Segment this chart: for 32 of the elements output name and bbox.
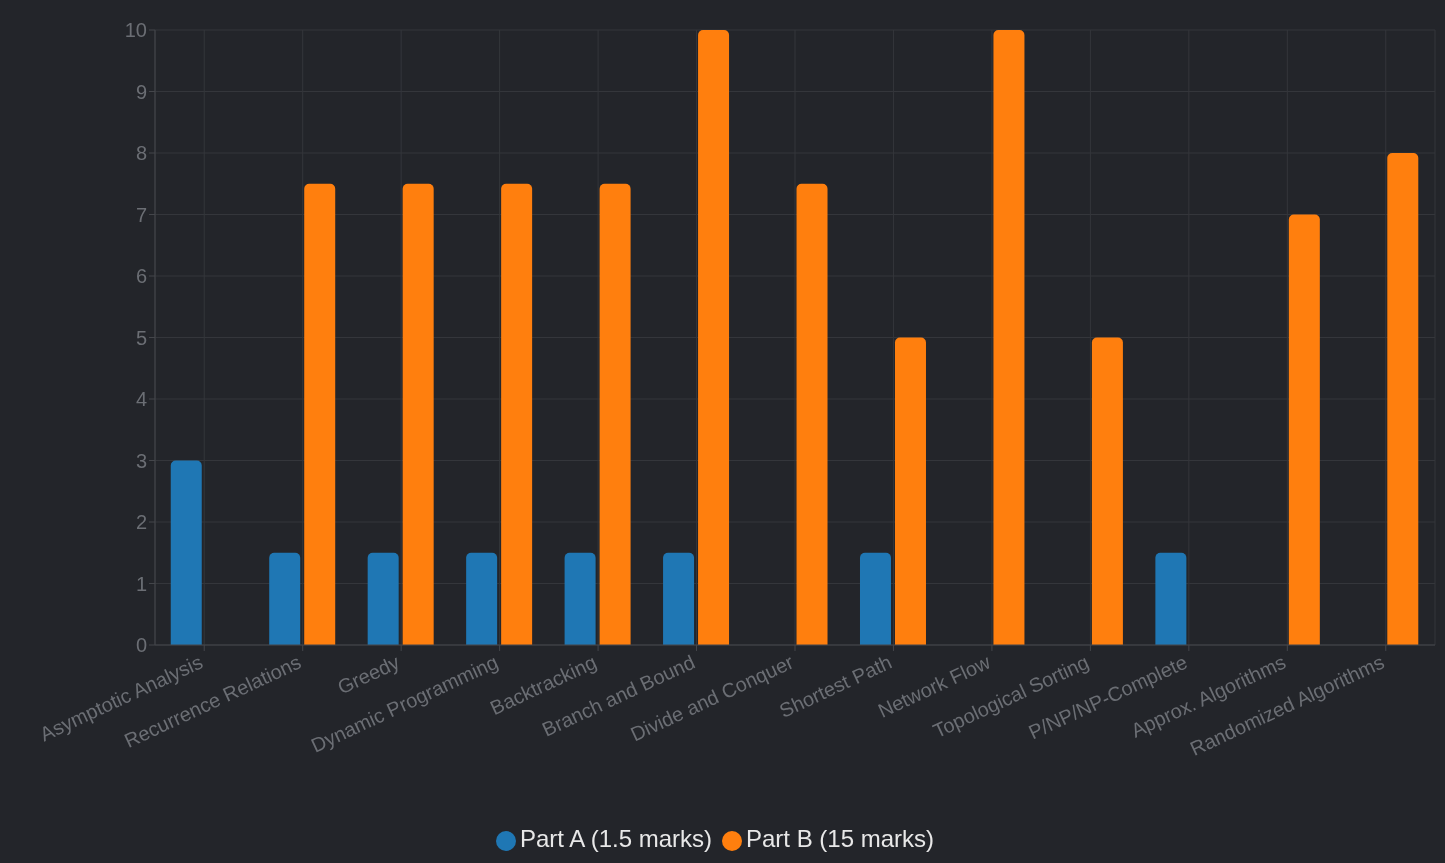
y-tick-label: 6 (135, 265, 147, 288)
bar (269, 552, 301, 645)
legend-label: Part B (15 marks) (746, 825, 935, 852)
bar (367, 552, 399, 645)
bar (1155, 552, 1187, 645)
bar (304, 183, 336, 645)
y-tick-label: 1 (135, 572, 147, 595)
bar (501, 183, 533, 645)
bar (894, 337, 926, 645)
bar (993, 30, 1025, 645)
y-tick-label: 9 (135, 80, 147, 103)
bar (170, 460, 202, 645)
bar (796, 183, 828, 645)
bar (698, 30, 730, 645)
y-tick-label: 10 (124, 19, 147, 42)
y-tick-label: 0 (135, 634, 147, 657)
bar (564, 552, 596, 645)
y-tick-label: 2 (135, 511, 147, 534)
y-tick-label: 4 (135, 388, 147, 411)
bar (402, 183, 434, 645)
bar (1091, 337, 1123, 645)
y-tick-label: 8 (135, 142, 147, 165)
bar (1387, 153, 1419, 645)
legend-label: Part A (1.5 marks) (519, 825, 712, 852)
y-tick-label: 3 (135, 449, 147, 472)
bar (466, 552, 498, 645)
y-tick-label: 7 (135, 203, 147, 226)
bar (1288, 214, 1320, 645)
bar (663, 552, 695, 645)
bar (599, 183, 631, 645)
y-tick-label: 5 (135, 326, 147, 349)
bar (859, 552, 891, 645)
